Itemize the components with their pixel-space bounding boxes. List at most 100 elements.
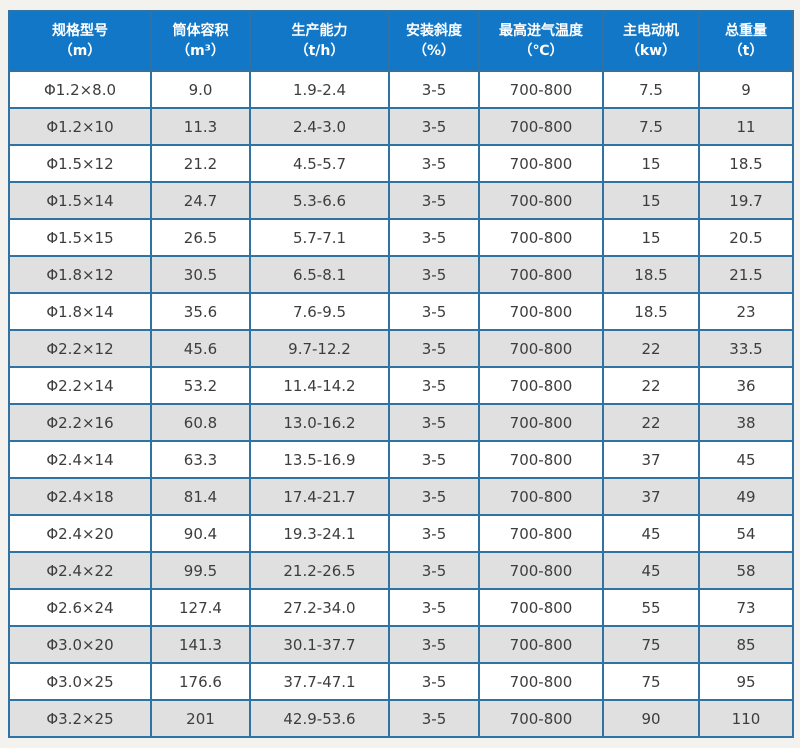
table-cell: 4.5-5.7: [249, 144, 390, 183]
table-cell: 700-800: [478, 181, 604, 220]
table-cell: Φ2.4×18: [8, 477, 152, 516]
table-header: 规格型号 （m） 筒体容积 （m³） 生产能力 （t/h） 安装斜度 （%） 最高进气温度 （℃）…: [8, 10, 794, 72]
table-cell: 700-800: [478, 218, 604, 257]
table-cell: 18.5: [698, 144, 794, 183]
table-cell: 3-5: [388, 403, 480, 442]
table-cell: 7.5: [602, 107, 700, 146]
table-cell: Φ1.2×10: [8, 107, 152, 146]
table-body: Φ1.2×8.0 9.0 1.9-2.4 3-5 700-800 7.5 9 Φ1.2×10 1…: [8, 70, 794, 738]
table-row: Φ2.2×14 53.2 11.4-14.2 3-5 700-800 22 36: [8, 366, 794, 405]
column-title: 最高进气温度: [499, 23, 583, 39]
column-unit: （m）: [58, 43, 102, 59]
table-cell: 23: [698, 292, 794, 331]
table-row: Φ2.4×18 81.4 17.4-21.7 3-5 700-800 37 49: [8, 477, 794, 516]
table-cell: Φ2.4×20: [8, 514, 152, 553]
table-cell: 3-5: [388, 699, 480, 738]
table-cell: 37: [602, 440, 700, 479]
column-header: 主电动机 （kw）: [602, 10, 700, 72]
column-header: 安装斜度 （%）: [388, 10, 480, 72]
table-row: Φ1.5×12 21.2 4.5-5.7 3-5 700-800 15 18.5: [8, 144, 794, 183]
table-cell: 13.0-16.2: [249, 403, 390, 442]
table-cell: 22: [602, 403, 700, 442]
table-cell: 21.5: [698, 255, 794, 294]
table-row: Φ1.2×10 11.3 2.4-3.0 3-5 700-800 7.5 11: [8, 107, 794, 146]
table-cell: 700-800: [478, 107, 604, 146]
table-cell: 3-5: [388, 366, 480, 405]
table-cell: Φ2.4×22: [8, 551, 152, 590]
column-title: 规格型号: [52, 23, 108, 39]
table-cell: 6.5-8.1: [249, 255, 390, 294]
table-cell: 700-800: [478, 255, 604, 294]
table-cell: 24.7: [150, 181, 251, 220]
table-cell: 700-800: [478, 588, 604, 627]
table-cell: 3-5: [388, 255, 480, 294]
table-cell: 141.3: [150, 625, 251, 664]
column-header: 最高进气温度 （℃）: [478, 10, 604, 72]
table-cell: 9: [698, 70, 794, 109]
table-row: Φ2.4×20 90.4 19.3-24.1 3-5 700-800 45 54: [8, 514, 794, 553]
table-cell: 176.6: [150, 662, 251, 701]
column-unit: （%）: [412, 43, 456, 59]
table-cell: Φ1.8×12: [8, 255, 152, 294]
table-cell: Φ2.6×24: [8, 588, 152, 627]
table-row: Φ1.5×14 24.7 5.3-6.6 3-5 700-800 15 19.7: [8, 181, 794, 220]
table-cell: 53.2: [150, 366, 251, 405]
table-cell: 17.4-21.7: [249, 477, 390, 516]
table-cell: 45.6: [150, 329, 251, 368]
table-cell: 15: [602, 181, 700, 220]
table-cell: 20.5: [698, 218, 794, 257]
column-header: 总重量 （t）: [698, 10, 794, 72]
table-cell: 15: [602, 218, 700, 257]
table-cell: 38: [698, 403, 794, 442]
table-cell: Φ2.2×14: [8, 366, 152, 405]
table-cell: 3-5: [388, 292, 480, 331]
table-cell: 700-800: [478, 144, 604, 183]
table-cell: 11.3: [150, 107, 251, 146]
table-cell: 201: [150, 699, 251, 738]
table-cell: 2.4-3.0: [249, 107, 390, 146]
table-cell: 45: [698, 440, 794, 479]
table-cell: 54: [698, 514, 794, 553]
table-row: Φ1.2×8.0 9.0 1.9-2.4 3-5 700-800 7.5 9: [8, 70, 794, 109]
table-cell: 27.2-34.0: [249, 588, 390, 627]
table-cell: 700-800: [478, 329, 604, 368]
table-cell: 3-5: [388, 440, 480, 479]
table-cell: 700-800: [478, 292, 604, 331]
table-cell: 3-5: [388, 514, 480, 553]
column-unit: （℃）: [518, 43, 564, 59]
table-cell: 90.4: [150, 514, 251, 553]
table-cell: 700-800: [478, 514, 604, 553]
table-cell: 18.5: [602, 255, 700, 294]
table-cell: 63.3: [150, 440, 251, 479]
table-cell: 15: [602, 144, 700, 183]
table-cell: 5.3-6.6: [249, 181, 390, 220]
table-cell: 19.7: [698, 181, 794, 220]
column-title: 安装斜度: [406, 23, 462, 39]
table-cell: 49: [698, 477, 794, 516]
table-cell: 81.4: [150, 477, 251, 516]
table-cell: 21.2-26.5: [249, 551, 390, 590]
table-cell: 11: [698, 107, 794, 146]
table-cell: 1.9-2.4: [249, 70, 390, 109]
table-row: Φ3.0×20 141.3 30.1-37.7 3-5 700-800 75 85: [8, 625, 794, 664]
table-row: Φ3.0×25 176.6 37.7-47.1 3-5 700-800 75 95: [8, 662, 794, 701]
table-cell: 700-800: [478, 70, 604, 109]
column-header: 规格型号 （m）: [8, 10, 152, 72]
table-cell: Φ1.5×14: [8, 181, 152, 220]
table-cell: 3-5: [388, 551, 480, 590]
table-cell: 7.6-9.5: [249, 292, 390, 331]
table-row: Φ2.2×16 60.8 13.0-16.2 3-5 700-800 22 38: [8, 403, 794, 442]
table-cell: 11.4-14.2: [249, 366, 390, 405]
table-cell: 55: [602, 588, 700, 627]
table-cell: 22: [602, 366, 700, 405]
table-cell: 7.5: [602, 70, 700, 109]
table-cell: 45: [602, 551, 700, 590]
table-row: Φ2.6×24 127.4 27.2-34.0 3-5 700-800 55 73: [8, 588, 794, 627]
table-cell: 700-800: [478, 477, 604, 516]
table-cell: 45: [602, 514, 700, 553]
table-cell: 110: [698, 699, 794, 738]
table-cell: 58: [698, 551, 794, 590]
table-cell: 95: [698, 662, 794, 701]
table-cell: Φ1.5×12: [8, 144, 152, 183]
column-title: 筒体容积: [172, 23, 229, 39]
